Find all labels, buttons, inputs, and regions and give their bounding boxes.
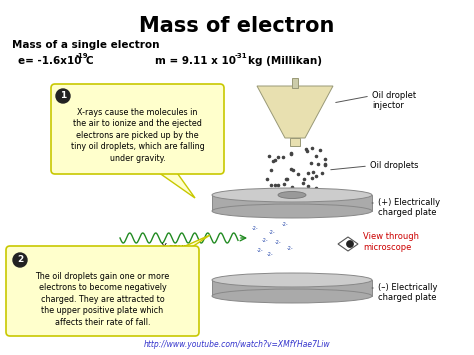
- Text: (–) Electrically
charged plate: (–) Electrically charged plate: [378, 283, 438, 302]
- Polygon shape: [165, 235, 210, 255]
- Text: X-rays: X-rays: [161, 243, 189, 252]
- Ellipse shape: [278, 191, 306, 198]
- Point: [271, 182, 279, 187]
- Text: -2-: -2-: [269, 229, 275, 235]
- Bar: [290, 138, 300, 146]
- Point: [287, 166, 295, 172]
- Point: [283, 188, 291, 194]
- Point: [280, 181, 288, 187]
- FancyBboxPatch shape: [51, 84, 224, 174]
- Text: -2-: -2-: [275, 240, 281, 245]
- Text: Mass of electron: Mass of electron: [139, 16, 335, 36]
- Circle shape: [56, 89, 70, 103]
- Text: Oil droplet
injector: Oil droplet injector: [372, 91, 416, 110]
- Text: Mass of a single electron: Mass of a single electron: [12, 40, 159, 50]
- Polygon shape: [257, 86, 333, 138]
- Polygon shape: [155, 170, 195, 198]
- Point: [304, 170, 311, 176]
- Point: [321, 161, 328, 167]
- Ellipse shape: [212, 188, 372, 202]
- Text: 2: 2: [17, 256, 23, 264]
- Point: [267, 168, 275, 173]
- Point: [319, 170, 326, 176]
- FancyBboxPatch shape: [6, 246, 199, 336]
- Point: [316, 147, 324, 153]
- Point: [314, 161, 322, 167]
- Text: -2-: -2-: [282, 223, 288, 228]
- Point: [263, 176, 271, 182]
- Bar: [212, 280, 372, 296]
- Ellipse shape: [212, 273, 372, 287]
- Text: -2-: -2-: [267, 252, 273, 257]
- Point: [304, 183, 311, 189]
- Text: -2-: -2-: [252, 225, 258, 230]
- Point: [312, 153, 319, 159]
- Point: [262, 192, 270, 198]
- Point: [290, 190, 297, 196]
- Circle shape: [13, 253, 27, 267]
- Text: 1: 1: [60, 92, 66, 100]
- Point: [301, 176, 308, 182]
- Point: [282, 176, 290, 182]
- Text: X-rays cause the molecules in
the air to ionize and the ejected
electrons are pi: X-rays cause the molecules in the air to…: [71, 108, 204, 163]
- Point: [309, 190, 316, 195]
- Point: [308, 176, 315, 181]
- Point: [295, 171, 302, 177]
- Text: -2-: -2-: [287, 246, 293, 251]
- Point: [312, 173, 320, 179]
- Point: [302, 146, 310, 152]
- Text: -2-: -2-: [262, 237, 268, 242]
- Point: [312, 185, 320, 191]
- Point: [287, 150, 295, 156]
- Point: [310, 189, 317, 194]
- Point: [269, 158, 277, 164]
- Point: [321, 162, 329, 168]
- Ellipse shape: [346, 240, 354, 247]
- Point: [288, 152, 295, 157]
- Point: [300, 180, 307, 186]
- Text: The oil droplets gain one or more
electrons to become negatively
charged. They a: The oil droplets gain one or more electr…: [36, 272, 170, 327]
- Text: kg (Millikan): kg (Millikan): [248, 56, 322, 66]
- Text: (+) Electrically
charged plate: (+) Electrically charged plate: [378, 198, 440, 217]
- Point: [289, 168, 297, 173]
- Point: [265, 153, 273, 159]
- Point: [322, 156, 329, 162]
- Point: [309, 169, 317, 175]
- Point: [272, 157, 279, 163]
- Text: m = 9.11 x 10: m = 9.11 x 10: [155, 56, 236, 66]
- Text: -2-: -2-: [257, 247, 264, 252]
- Text: -31: -31: [235, 53, 247, 59]
- Polygon shape: [338, 237, 358, 251]
- Point: [283, 176, 291, 181]
- Text: Oil droplets: Oil droplets: [370, 161, 419, 170]
- Bar: [212, 195, 372, 211]
- Bar: [292, 78, 298, 88]
- Point: [274, 182, 282, 187]
- Ellipse shape: [212, 204, 372, 218]
- Text: e= -1.6x10: e= -1.6x10: [18, 56, 82, 66]
- Point: [312, 187, 320, 193]
- Point: [308, 146, 316, 151]
- Text: C: C: [86, 56, 94, 66]
- Point: [288, 184, 296, 190]
- Point: [267, 182, 275, 187]
- Point: [303, 148, 310, 154]
- Text: http://www.youtube.com/watch?v=XMfYHae7Liw: http://www.youtube.com/watch?v=XMfYHae7L…: [144, 340, 330, 349]
- Point: [289, 188, 297, 194]
- Point: [273, 154, 281, 160]
- Point: [279, 154, 287, 160]
- Point: [307, 160, 314, 166]
- Text: -19: -19: [76, 53, 89, 59]
- Text: View through
microscope: View through microscope: [363, 232, 419, 252]
- Ellipse shape: [212, 289, 372, 303]
